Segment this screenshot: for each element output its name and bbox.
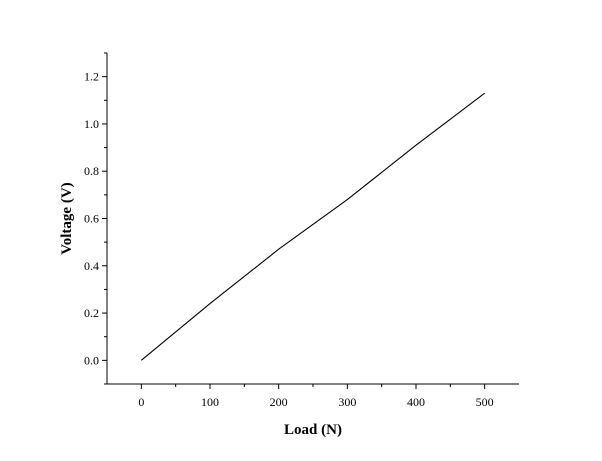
series-line-1 — [140, 92, 486, 361]
x-axis-title: Load (N) — [284, 422, 342, 438]
y-axis-title: Voltage (V) — [59, 182, 75, 254]
x-tick-label: 0 — [138, 395, 144, 409]
x-tick-label: 300 — [338, 395, 356, 409]
y-tick-label: 0.2 — [84, 306, 99, 320]
y-tick-labels: 0.0 0.2 0.4 0.6 0.8 1.0 1.2 — [84, 70, 99, 368]
x-tick-label: 100 — [201, 395, 219, 409]
y-tick-label: 0.4 — [84, 259, 99, 273]
y-tick-label: 1.0 — [84, 117, 99, 131]
y-tick-label: 0.6 — [84, 212, 99, 226]
y-tick-label: 0.0 — [84, 353, 99, 367]
x-tick-labels: 0 100 200 300 400 500 — [138, 395, 493, 409]
y-tick-label: 0.8 — [84, 164, 99, 178]
series-layer — [140, 92, 486, 361]
major-ticks — [102, 76, 486, 389]
y-tick-label: 1.2 — [84, 70, 99, 84]
x-tick-label: 200 — [270, 395, 288, 409]
minor-ticks — [104, 52, 451, 387]
x-tick-label: 500 — [476, 395, 494, 409]
x-tick-label: 400 — [407, 395, 425, 409]
